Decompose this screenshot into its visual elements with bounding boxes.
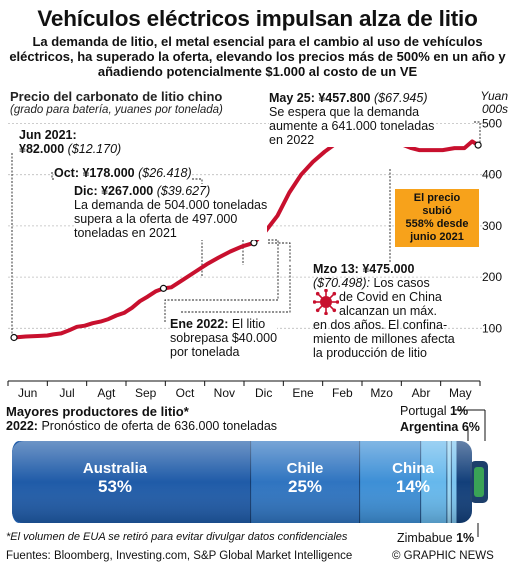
x-tick-label: Dic: [254, 386, 273, 400]
annotation-oct: Oct: ¥178.000 ($26.418): [54, 166, 192, 180]
segment-label-argentina: Argentina 6%: [400, 420, 480, 434]
annotation-dic: Dic: ¥267.000 ($39.627) La demanda de 50…: [74, 184, 268, 240]
battery-gloss: [12, 441, 472, 523]
producers-subtitle: 2022: Pronóstico de oferta de 636.000 to…: [6, 419, 278, 433]
x-tick-label: Nov: [213, 386, 235, 400]
annotation-ene-2022: Ene 2022: El litio sobrepasa $40.000 por…: [170, 317, 278, 359]
footnote: *El volumen de EUA se retiró para evitar…: [6, 531, 348, 543]
sources: Fuentes: Bloomberg, Investing.com, S&P G…: [6, 550, 353, 562]
x-tick-label: Ene: [292, 386, 314, 400]
page-title: Vehículos eléctricos impulsan alza de li…: [37, 6, 478, 31]
key-point: [159, 284, 168, 292]
x-tick-label: Jul: [59, 386, 75, 400]
price-rise-callout: El precio subió 558% desde junio 2021: [395, 189, 479, 247]
segment-label-chile: Chile 25%: [286, 460, 324, 496]
annotation-may-25: May 25: ¥457.800 ($67.945) Se espera que…: [269, 91, 435, 147]
y-tick-label: 200: [482, 270, 502, 284]
annotation-leader: [268, 242, 291, 262]
battery-terminal-cap: [474, 467, 484, 497]
x-tick-label: May: [448, 386, 472, 400]
annotation-mzo-13: Mzo 13: ¥475.000 ($70.498): Los casos de…: [313, 262, 455, 360]
y-tick-label: 500: [482, 117, 502, 131]
line-chart-subtitle: (grado para batería, yuanes por tonelada…: [10, 104, 223, 116]
y-tick-label: 300: [482, 219, 502, 233]
x-tick-label: Mzo: [370, 386, 393, 400]
x-tick-label: Oct: [175, 386, 195, 400]
segment-label-portugal: Portugal 1%: [400, 404, 469, 418]
x-tick-label: Abr: [411, 386, 431, 400]
segment-label-zimbabue: Zimbabue 1%: [397, 531, 475, 545]
key-point: [250, 239, 258, 247]
annotation-leader: [474, 121, 481, 145]
x-tick-label: Sep: [134, 386, 157, 400]
annotation-leader: [164, 239, 279, 322]
y-axis-unit: Yuan 000s: [480, 89, 508, 116]
annotation-leader: [180, 265, 291, 313]
virus-icon-graphic: [313, 289, 339, 315]
y-tick-label: 400: [482, 168, 502, 182]
y-tick-label: 100: [482, 321, 502, 335]
x-tick-label: Feb: [331, 386, 353, 400]
line-chart-title: Precio del carbonato de litio chino: [10, 89, 223, 104]
credit: © GRAPHIC NEWS: [392, 550, 494, 562]
x-tick-label: Agt: [97, 386, 116, 400]
producers-title: Mayores productores de litio*: [6, 404, 189, 419]
key-point: [474, 141, 482, 149]
segment-label-china: China 14%: [392, 460, 434, 496]
key-point: [10, 333, 18, 342]
annotation-jun-2021: Jun 2021: ¥82.000 ($12.170): [19, 128, 122, 156]
x-tick-label: Jun: [17, 386, 38, 400]
page-subtitle: La demanda de litio, el metal esencial p…: [9, 34, 506, 79]
segment-label-australia: Australia 53%: [82, 460, 148, 496]
